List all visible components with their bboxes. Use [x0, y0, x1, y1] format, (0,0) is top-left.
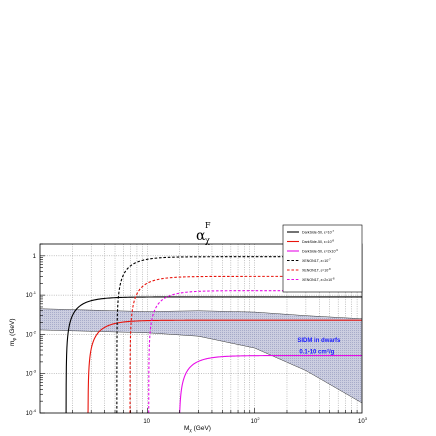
y-tick-label: 10-3: [26, 369, 37, 378]
y-axis-title: mφ (GeV): [9, 319, 17, 347]
chart-title: α F χ: [196, 221, 211, 245]
series-line-2: [87, 319, 362, 413]
annotation-line2: 0.1-10 cm2/g: [299, 347, 334, 355]
y-axis-ticks: 10-4 10-3 10-2 10-1 1: [26, 243, 45, 417]
y-tick-label: 10-4: [26, 408, 37, 417]
y-tick-label: 1: [33, 254, 37, 260]
band-area: [40, 308, 362, 403]
x-tick-label: 10: [143, 419, 150, 425]
title-superscript: F: [205, 221, 211, 230]
y-tick-label: 10-2: [26, 329, 37, 338]
legend-entry: DarkSide-50, ε=2x10-9: [302, 248, 338, 254]
x-axis-label: Mχ (GeV): [184, 425, 211, 433]
legend-entry: XENON1T, ε=10-7: [302, 257, 331, 263]
annotation-line1: SIDM in dwarfs: [297, 338, 341, 344]
plot-frame: [39, 243, 363, 414]
legend-box: [282, 224, 363, 293]
legend: DarkSide-50, ε=10-7 DarkSide-50, ε=10-8 Da…: [282, 224, 363, 293]
legend-entry: DarkSide-50, ε=10-8: [302, 238, 335, 244]
sidm-annotation: SIDM in dwarfs 0.1-10 cm2/g: [297, 338, 341, 356]
x-axis-title: Mχ (GeV): [184, 425, 211, 433]
x-axis-ticks: 10 102 103: [72, 408, 368, 425]
title-subscript: χ: [205, 236, 210, 245]
y-axis-label: mφ (GeV): [9, 319, 17, 347]
x-tick-label: 102: [251, 416, 261, 425]
sidm-band: [40, 308, 362, 404]
legend-entry: XENON1T, ε=10-8: [302, 267, 331, 273]
x-tick-label: 103: [358, 416, 368, 425]
series-line-1: [65, 296, 362, 413]
legend-entry: DarkSide-50, ε=10-7: [302, 229, 335, 235]
series-line-6: [148, 290, 362, 413]
title-alpha: α: [196, 228, 206, 244]
legend-entry: XENON1T, ε=2x10-8: [302, 276, 335, 282]
y-tick-label: 10-1: [26, 290, 37, 299]
band-upper-edge: [40, 308, 362, 320]
series-line-3: [179, 354, 362, 413]
band-lower-edge: [40, 329, 362, 404]
